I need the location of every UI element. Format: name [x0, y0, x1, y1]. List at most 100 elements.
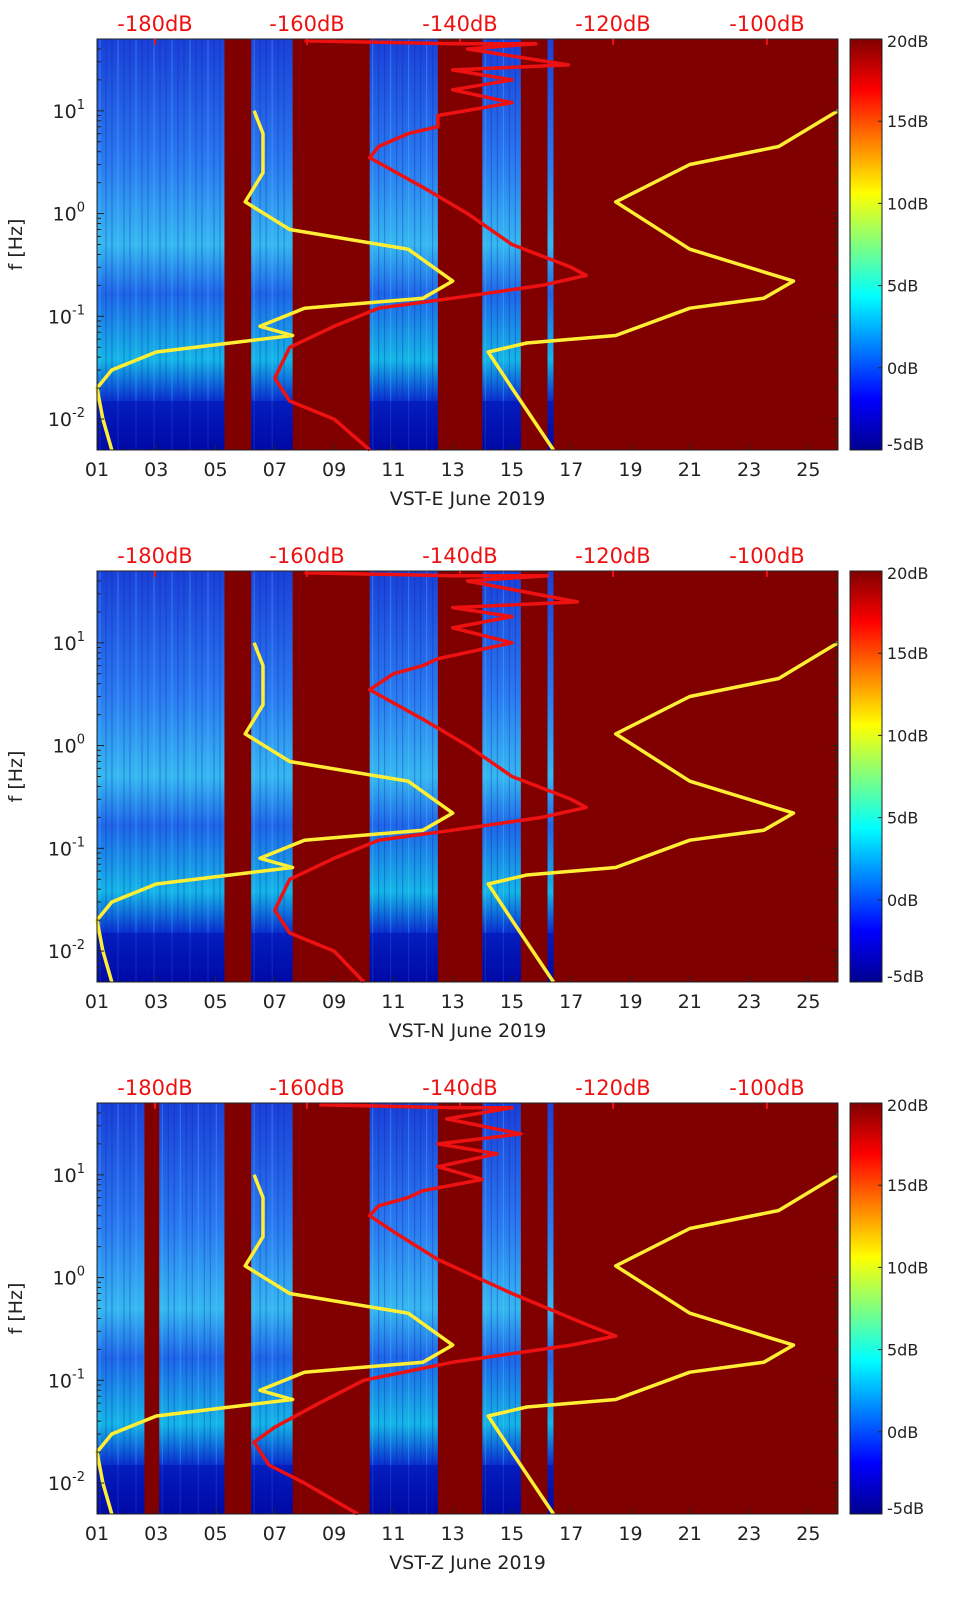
heatmap-column: [97, 39, 225, 450]
colorbar-tick-label: 5dB: [887, 277, 918, 296]
x-tick-label: 25: [796, 991, 820, 1013]
colorbar-tick-label: 10dB: [887, 726, 929, 745]
y-tick-label: 101: [53, 98, 85, 123]
heatmap-low-band: [251, 932, 293, 982]
series-line: [486, 109, 839, 451]
x-tick-label: 23: [737, 1523, 761, 1545]
panel-vst-z: 01 03 05 07 09 11 13 15 17 19 21 23 25 VST-Z June 201…: [5, 1076, 929, 1574]
top-axis-label: -180dB: [117, 12, 192, 36]
x-tick-label: 03: [144, 991, 168, 1013]
x-tick-label: 23: [737, 991, 761, 1013]
heatmap-low-band: [547, 932, 554, 982]
top-axis-label: -160dB: [269, 544, 344, 568]
colorbar-tick-label: -5dB: [887, 435, 924, 454]
y-axis-label: f [Hz]: [5, 1283, 27, 1335]
x-tick-label: 13: [441, 991, 465, 1013]
heatmap-column: [482, 1103, 521, 1514]
top-axis-label: -100dB: [729, 1076, 804, 1100]
x-tick-label: 17: [559, 1523, 583, 1545]
x-tick-label: 09: [322, 991, 346, 1013]
x-tick-label: 07: [263, 1523, 287, 1545]
x-tick-label: 09: [322, 1523, 346, 1545]
x-tick-label: 19: [618, 1523, 642, 1545]
x-tick-label: 21: [678, 1523, 702, 1545]
x-tick-label: 23: [737, 459, 761, 481]
colorbar-tick-label: 10dB: [887, 194, 929, 213]
top-axis-label: -140dB: [422, 1076, 497, 1100]
series-line: [486, 1173, 839, 1515]
top-axis-label: -140dB: [422, 544, 497, 568]
x-tick-label: 15: [500, 1523, 524, 1545]
heatmap-column: [97, 1103, 145, 1514]
y-tick-label: 10-1: [48, 303, 85, 328]
x-tick-label: 03: [144, 459, 168, 481]
top-axis-label: -160dB: [269, 1076, 344, 1100]
y-tick-label: 100: [53, 1265, 85, 1290]
x-tick-label: 17: [559, 459, 583, 481]
x-tick-label: 15: [500, 991, 524, 1013]
colorbar: [849, 38, 883, 451]
colorbar-tick-label: -5dB: [887, 1499, 924, 1518]
colorbar-tick-label: 20dB: [887, 1096, 929, 1115]
heatmap-column: [251, 571, 293, 982]
x-tick-label: 01: [85, 459, 109, 481]
x-tick-label: 13: [441, 459, 465, 481]
x-tick-label: 03: [144, 1523, 168, 1545]
x-tick-label: 07: [263, 991, 287, 1013]
heatmap-column: [547, 571, 554, 982]
x-tick-label: 25: [796, 459, 820, 481]
heatmap-low-band: [251, 400, 293, 450]
colorbar-tick-label: 15dB: [887, 1176, 929, 1195]
x-tick-label: 13: [441, 1523, 465, 1545]
top-axis-label: -120dB: [575, 544, 650, 568]
x-axis-label: VST-Z June 2019: [389, 1552, 546, 1574]
top-axis-label: -180dB: [117, 1076, 192, 1100]
heatmap-low-band: [547, 1464, 554, 1514]
heatmap-low-band: [369, 400, 438, 450]
heatmap-low-band: [97, 932, 225, 982]
colorbar: [849, 1102, 883, 1515]
colorbar-tick-label: 5dB: [887, 809, 918, 828]
x-tick-label: 17: [559, 991, 583, 1013]
colorbar-tick-label: 15dB: [887, 644, 929, 663]
series-line: [486, 641, 839, 983]
top-axis-label: -100dB: [729, 12, 804, 36]
x-tick-label: 15: [500, 459, 524, 481]
x-tick-label: 11: [381, 991, 405, 1013]
x-tick-label: 05: [203, 991, 227, 1013]
top-axis-label: -160dB: [269, 12, 344, 36]
x-tick-label: 19: [618, 459, 642, 481]
colorbar: [849, 570, 883, 983]
x-tick-label: 11: [381, 1523, 405, 1545]
y-tick-label: 100: [53, 201, 85, 226]
series-line: [95, 642, 455, 983]
colorbar-tick-label: 15dB: [887, 112, 929, 131]
colorbar-tick-label: 20dB: [887, 32, 929, 51]
top-axis-label: -180dB: [117, 544, 192, 568]
colorbar-tick-label: 0dB: [887, 891, 918, 910]
series-line: [95, 1174, 455, 1515]
heatmap-low-band: [482, 1464, 521, 1514]
top-axis-label: -120dB: [575, 1076, 650, 1100]
heatmap-column: [97, 571, 225, 982]
panel-vst-n: 01 03 05 07 09 11 13 15 17 19 21 23 25 VST-N June 201…: [5, 544, 929, 1042]
heatmap-column: [251, 39, 293, 450]
x-tick-label: 05: [203, 459, 227, 481]
colorbar-tick-label: 0dB: [887, 359, 918, 378]
top-axis-label: -100dB: [729, 544, 804, 568]
y-tick-label: 101: [53, 630, 85, 655]
y-tick-label: 10-1: [48, 835, 85, 860]
top-axis-label: -140dB: [422, 12, 497, 36]
top-axis-label: -120dB: [575, 12, 650, 36]
series-line: [273, 39, 588, 452]
y-tick-label: 10-1: [48, 1367, 85, 1392]
heatmap-column: [547, 39, 554, 450]
y-axis-label: f [Hz]: [5, 751, 27, 803]
x-tick-label: 21: [678, 459, 702, 481]
x-tick-label: 25: [796, 1523, 820, 1545]
heatmap-low-band: [369, 1464, 438, 1514]
series-line: [252, 1103, 618, 1516]
heatmap-low-band: [482, 400, 521, 450]
heatmap-low-band: [547, 400, 554, 450]
